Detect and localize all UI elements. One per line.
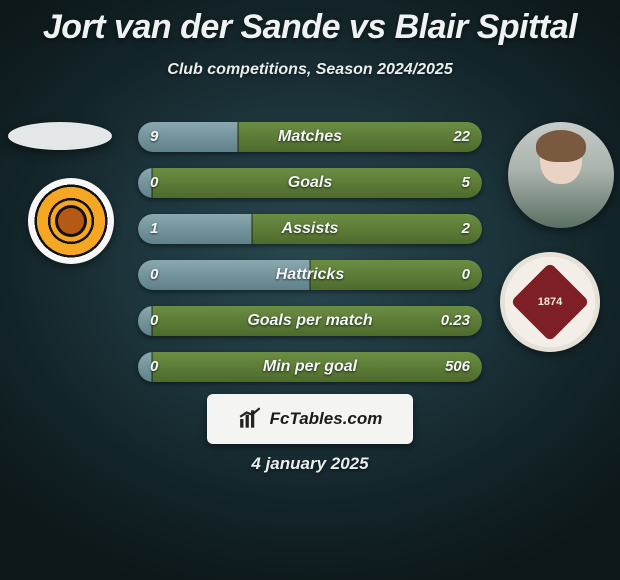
stat-fill-right	[152, 168, 482, 198]
stat-divider	[237, 122, 239, 152]
club-badge-right	[500, 252, 600, 352]
stat-row: 9 Matches 22	[138, 122, 482, 152]
subtitle: Club competitions, Season 2024/2025	[0, 61, 620, 79]
stat-fill-right	[152, 352, 482, 382]
stat-row: 0 Min per goal 506	[138, 352, 482, 382]
stat-fill-left	[138, 352, 152, 382]
chart-icon	[238, 406, 264, 432]
stat-row: 0 Hattricks 0	[138, 260, 482, 290]
stat-divider	[151, 352, 153, 382]
stats-bars: 9 Matches 22 0 Goals 5 1 Assists 2 0 Hat…	[138, 122, 482, 398]
stat-divider	[151, 168, 153, 198]
stat-fill-right	[238, 122, 482, 152]
stat-fill-left	[138, 306, 152, 336]
stat-fill-right	[252, 214, 482, 244]
date-label: 4 january 2025	[0, 454, 620, 474]
stat-fill-left	[138, 122, 238, 152]
stat-row: 0 Goals per match 0.23	[138, 306, 482, 336]
stat-fill-right	[152, 306, 482, 336]
player-photo-right	[508, 122, 614, 228]
stat-divider	[309, 260, 311, 290]
stat-fill-left	[138, 214, 252, 244]
stat-row: 0 Goals 5	[138, 168, 482, 198]
club-badge-left	[28, 178, 114, 264]
brand-label: FcTables.com	[270, 409, 383, 429]
stat-divider	[151, 306, 153, 336]
stat-fill-left	[138, 260, 310, 290]
stat-divider	[251, 214, 253, 244]
player-photo-left	[8, 122, 112, 150]
brand-badge: FcTables.com	[207, 394, 413, 444]
page-title: Jort van der Sande vs Blair Spittal	[0, 0, 620, 47]
stat-row: 1 Assists 2	[138, 214, 482, 244]
stat-fill-left	[138, 168, 152, 198]
stat-fill-right	[310, 260, 482, 290]
